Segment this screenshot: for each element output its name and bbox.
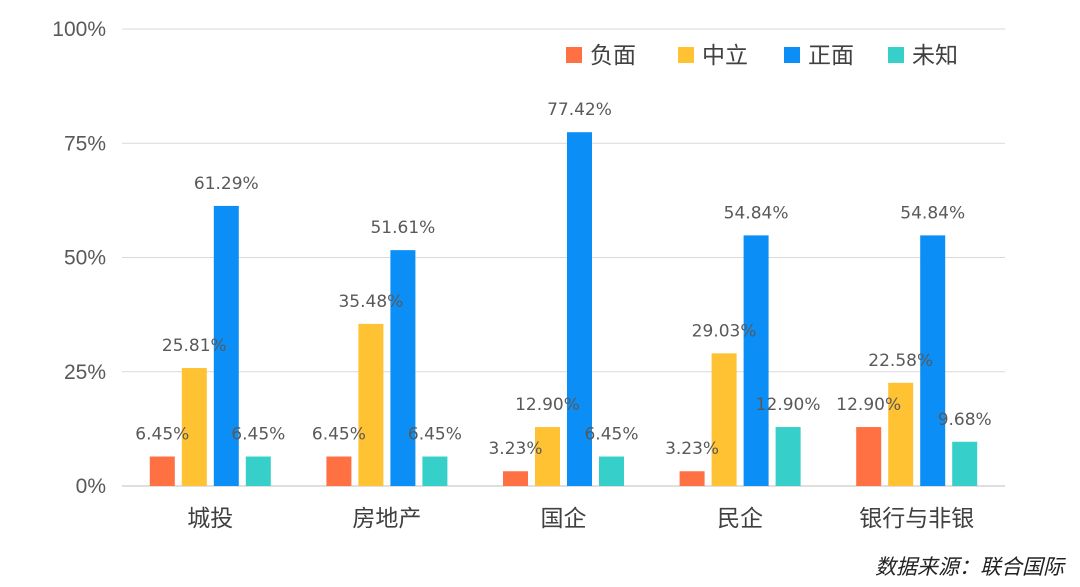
bar [181,368,207,486]
y-tick-label: 75% [64,132,106,155]
data-label: 61.29% [194,174,259,194]
data-label: 12.90% [515,395,580,415]
category-label: 房地产 [352,506,421,532]
y-axis-ticks: 0% 25% 50% 75% 100% [52,18,106,498]
legend-label: 中立 [702,43,748,69]
bar [213,205,239,486]
x-axis-categories: 城投 房地产 国企 民企 银行与非银 [187,506,974,532]
legend-swatch [784,47,800,63]
data-label: 6.45% [584,425,638,445]
data-label: 77.42% [547,100,612,120]
bar [711,353,737,486]
bar [679,471,705,486]
legend-swatch [678,47,694,63]
data-label: 12.90% [836,395,901,415]
data-label: 9.68% [938,410,992,430]
data-label: 54.84% [724,203,789,223]
data-label: 3.23% [665,439,719,459]
data-label: 25.81% [162,336,227,356]
bar [245,456,271,486]
bars [149,132,978,486]
legend-swatch [566,47,582,63]
data-label: 29.03% [692,321,757,341]
bar [567,132,592,486]
bar [952,441,978,486]
y-tick-label: 100% [52,18,106,41]
legend: 负面 中立 正面 未知 [566,43,958,69]
bar [535,427,560,486]
data-label: 6.45% [135,425,189,445]
bar [888,382,914,486]
bar [856,427,882,486]
data-label: 6.45% [408,425,462,445]
category-label: 国企 [541,506,587,532]
bar [503,471,528,486]
y-tick-label: 0% [76,475,106,498]
bar [149,456,175,486]
bar [422,456,448,486]
y-tick-label: 25% [64,361,106,384]
data-labels: 6.45% 25.81% 61.29% 6.45% 6.45% 35.48% 51.61% 6… [135,100,991,459]
category-label: 民企 [717,506,763,532]
bar [326,456,352,486]
legend-label: 未知 [912,43,958,69]
data-label: 6.45% [231,425,285,445]
data-label: 51.61% [370,218,435,238]
legend-label: 正面 [808,43,854,69]
category-label: 城投 [187,506,233,532]
source-note: 数据来源：联合国际 [875,555,1064,579]
bar [920,235,946,486]
data-label: 22.58% [868,351,933,371]
gridlines [122,28,1005,487]
data-label: 12.90% [756,395,821,415]
data-label: 54.84% [900,203,965,223]
y-tick-label: 50% [64,247,106,270]
data-label: 35.48% [338,292,403,312]
data-label: 6.45% [312,425,366,445]
bar [775,427,801,486]
bar [358,323,384,486]
bar [743,235,769,486]
legend-swatch [888,47,904,63]
category-label: 银行与非银 [859,506,974,532]
data-label: 3.23% [488,439,542,459]
legend-label: 负面 [590,43,636,69]
bar [390,250,416,486]
bar [599,456,624,486]
